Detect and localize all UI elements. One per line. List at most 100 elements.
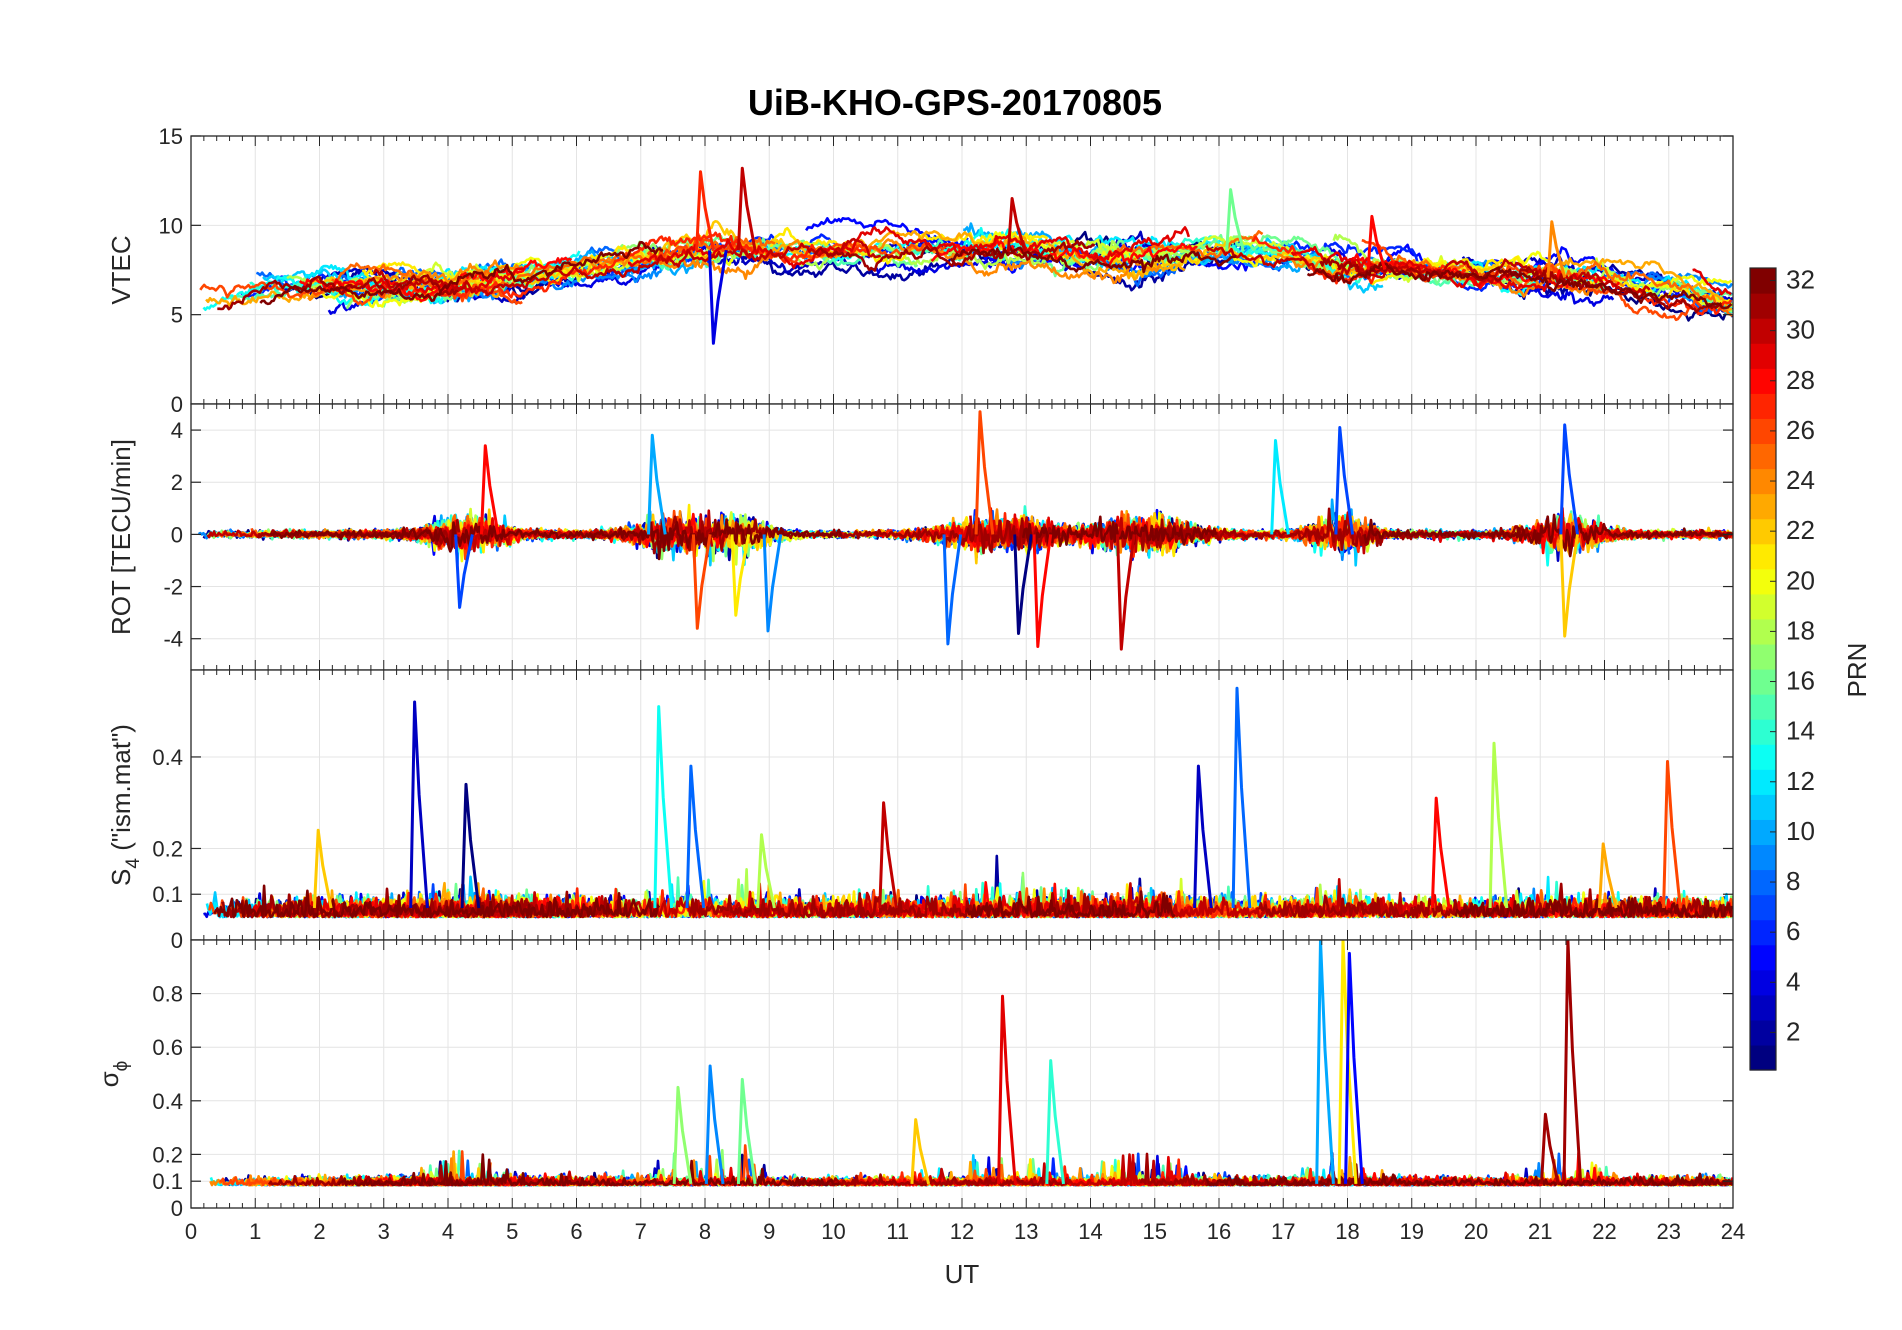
prn-series-20 [1634, 274, 1733, 294]
y-tick-label: 5 [171, 303, 183, 328]
spike-mark [460, 782, 481, 909]
colorbar-tick-label: 28 [1786, 365, 1815, 395]
y-tick-label: 0 [171, 522, 183, 547]
prn-series-19 [1011, 235, 1483, 283]
y-tick-label: -2 [163, 575, 183, 600]
spike-mark [730, 534, 751, 617]
prn-series-29 [322, 267, 525, 295]
y-axis-label-subscript: ϕ [111, 1061, 132, 1072]
y-axis-label: S4 ("ism.mat") [106, 724, 144, 886]
spike-mark [1193, 764, 1213, 909]
x-tick-label: 20 [1464, 1219, 1488, 1244]
panel-rot: -4 -2 0 2 4 ROT [TECU/min] [106, 403, 1734, 671]
spike-mark [1006, 197, 1027, 253]
colorbar-bin [1750, 393, 1776, 419]
spike-mark [910, 1118, 931, 1185]
colorbar-tick-label: 20 [1786, 565, 1815, 595]
spike-mark [974, 410, 995, 535]
spike-mark [479, 444, 500, 535]
x-tick-label: 7 [635, 1219, 647, 1244]
x-minor-ticks [190, 404, 1734, 670]
spike-mark [685, 764, 706, 909]
colorbar-bin [1750, 994, 1776, 1021]
x-tick-label: 4 [442, 1219, 454, 1244]
spike-mark [997, 994, 1017, 1185]
prn-series-25 [331, 236, 776, 291]
colorbar-bin [1750, 543, 1776, 570]
colorbar-bin [1750, 443, 1776, 470]
spike-mark [1315, 940, 1335, 1184]
spike-mark [454, 534, 474, 609]
prn-series-31 [1139, 507, 1544, 552]
spike-mark [1597, 842, 1618, 909]
x-tick-label: 18 [1335, 1219, 1359, 1244]
prn-series-24 [590, 238, 1162, 285]
y-tick-label: 0.1 [152, 1169, 183, 1194]
x-tick-label: 11 [886, 1219, 909, 1244]
y-tick-label: 0.8 [152, 982, 183, 1007]
spike-mark [1562, 940, 1583, 1184]
colorbar-tick-label: 2 [1786, 1016, 1800, 1046]
colorbar-bin [1750, 1044, 1776, 1071]
prn-series-29 [1692, 268, 1732, 296]
spike-mark [1488, 741, 1509, 909]
prn-series-32 [949, 246, 1237, 274]
prn-series-32 [213, 884, 661, 919]
x-tick-label: 1 [249, 1219, 261, 1244]
colorbar-frame [1749, 267, 1777, 1071]
colorbar-label: PRN [1842, 643, 1872, 698]
y-axis-label-subscript: 4 [123, 858, 144, 869]
colorbar-tick-label: 8 [1786, 866, 1800, 896]
x-minor-ticks [190, 670, 1734, 940]
x-tick-label: 10 [821, 1219, 845, 1244]
prn-series-32 [1306, 261, 1733, 310]
x-tick-label: 0 [185, 1219, 197, 1244]
prn-series-31 [217, 274, 459, 311]
colorbar-tick-label: 4 [1786, 966, 1800, 996]
y-tick-label: 0.2 [152, 1142, 183, 1167]
colorbar-bin [1750, 343, 1776, 369]
x-tick-label: 22 [1592, 1219, 1616, 1244]
colorbar-bin [1750, 293, 1776, 319]
spike-mark [1334, 426, 1355, 535]
spike-mark [762, 534, 783, 633]
spike-mark [1540, 1112, 1560, 1185]
colorbar-tick-label: 26 [1786, 415, 1815, 445]
y-tick-label: 0 [171, 1196, 183, 1221]
spike-mark [1344, 951, 1364, 1184]
spike-mark [1045, 1059, 1065, 1185]
x-tick-label: 2 [313, 1219, 325, 1244]
colorbar-tick-label: 18 [1786, 615, 1815, 645]
colorbar-tick-label: 16 [1786, 666, 1815, 696]
x-minor-ticks [190, 136, 1734, 404]
x-tick-label: 23 [1657, 1219, 1681, 1244]
series-group [209, 940, 1733, 1187]
colorbar-bin [1750, 894, 1776, 921]
spike-mark [708, 250, 728, 345]
colorbar-bin [1750, 844, 1776, 871]
y-axis-label: VTEC [106, 235, 136, 304]
x-tick-label: 6 [570, 1219, 582, 1244]
y-axis-label: σϕ [94, 1061, 132, 1088]
x-tick-label: 13 [1014, 1219, 1038, 1244]
colorbar-tick-label: 22 [1786, 515, 1815, 545]
spike-mark [736, 166, 757, 251]
spike-mark [1430, 796, 1451, 909]
spike-mark [1231, 686, 1252, 909]
x-tick-label: 16 [1207, 1219, 1231, 1244]
colorbar-bin [1750, 643, 1776, 670]
colorbar-tick-label: 30 [1786, 315, 1815, 345]
spike-mark [1337, 940, 1358, 1184]
spike-mark [1270, 439, 1290, 535]
spike-mark [647, 433, 667, 535]
chart-title: UiB-KHO-GPS-20170805 [748, 82, 1162, 123]
prn-series-31 [814, 239, 1096, 272]
panel-s4: 0 0.1 0.2 0.4 S4 ("ism.mat") [106, 669, 1734, 953]
spike-mark [1116, 534, 1136, 651]
y-axis-label: ROT [TECU/min] [106, 439, 136, 635]
spike-mark [672, 1085, 693, 1185]
spike-mark [1225, 188, 1245, 252]
spike-mark [1559, 534, 1579, 638]
